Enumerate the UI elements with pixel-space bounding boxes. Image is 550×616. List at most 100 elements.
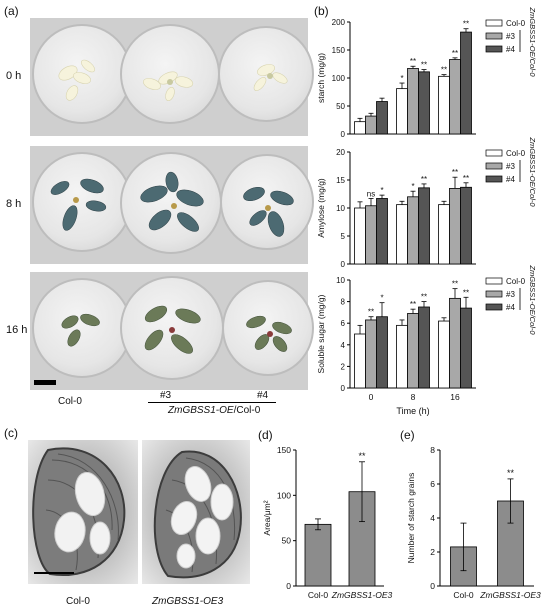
y-tick-label: 200 (332, 18, 346, 27)
photo-row-16h (30, 272, 314, 390)
bar (365, 319, 377, 389)
y-tick-label: 15 (336, 176, 345, 185)
legend-group-label: ZmGBSS1-OE/Col-0 (528, 136, 537, 207)
panel-e-chart: 0 2 4 6 8 Number of starch grains Col-0 ** ZmGBS… (406, 445, 541, 600)
bar (354, 121, 366, 135)
y-tick-label: 6 (341, 319, 346, 328)
y-tick-label: 10 (336, 276, 345, 285)
bar (354, 333, 366, 389)
tem-image-oe3 (142, 440, 250, 584)
photo-row-8h (30, 146, 314, 264)
tem-image-col0 (28, 440, 138, 584)
y-tick-label: 10 (336, 204, 345, 213)
bar (365, 115, 377, 135)
y-tick-label: 0 (430, 581, 435, 591)
row-label-16h: 16 h (6, 324, 28, 336)
gene-name: ZmGBSS1-OE (168, 405, 234, 416)
bar (407, 68, 419, 135)
genotype-group-label: ZmGBSS1-OE/Col-0 (168, 405, 260, 416)
y-tick-label: 100 (277, 490, 291, 500)
bar (449, 59, 461, 135)
genotype-label-col0: Col-0 (58, 396, 82, 407)
y-tick-label: 100 (332, 74, 346, 83)
y-tick-label: 4 (341, 341, 346, 350)
bar (449, 297, 461, 389)
significance-mark: * (411, 182, 414, 191)
significance-mark: ** (452, 168, 458, 177)
significance-mark: ** (463, 174, 469, 183)
significance-mark: ** (421, 61, 427, 70)
panel-label-d: (d) (258, 428, 273, 442)
significance-mark: ** (368, 308, 374, 317)
y-tick-label: 50 (336, 102, 345, 111)
bar (354, 207, 366, 265)
legend-swatch (485, 175, 503, 183)
y-tick-label: 4 (430, 513, 435, 523)
bar (449, 187, 461, 265)
legend-swatch (485, 290, 503, 298)
genotype-label-4: #4 (257, 390, 269, 401)
x-tick-label: 0 (369, 392, 374, 402)
legend-label: #4 (506, 45, 515, 54)
significance-mark: ** (452, 280, 458, 289)
petri-dish (32, 278, 132, 378)
panel-label-e: (e) (400, 428, 415, 442)
x-tick-label: 16 (450, 392, 460, 402)
y-tick-label: 0 (341, 130, 346, 139)
genotype-group-line (148, 402, 276, 403)
panel-d-chart: 0 50 100 150 Area/μm² Col-0 ** ZmGBSS1-OE3 (262, 445, 393, 600)
y-tick-label: 8 (430, 445, 435, 455)
gene-suffix: /Col-0 (233, 405, 261, 416)
petri-dish (222, 280, 314, 376)
y-tick-label: 20 (336, 148, 345, 157)
significance-mark: ** (463, 20, 469, 29)
bar (396, 88, 408, 135)
x-tick-label: ZmGBSS1-OE3 (331, 590, 393, 600)
legend-swatch (485, 303, 503, 311)
significance-mark: ** (410, 300, 416, 309)
x-tick-label: Col-0 (308, 590, 329, 600)
seedling-image (61, 305, 292, 354)
legend-label: #3 (506, 162, 515, 171)
significance-mark: ** (358, 451, 366, 461)
y-axis-label: Amylose (mg/g) (316, 178, 326, 238)
y-axis-label: starch (mg/g) (316, 53, 326, 103)
legend-group-label: ZmGBSS1-OE/Col-0 (528, 6, 537, 77)
legend-label: Col-0 (506, 19, 526, 28)
bar (438, 320, 450, 389)
y-axis-label: Area/μm² (262, 500, 272, 535)
seedling-image (58, 59, 288, 102)
chloroplast-drawing (32, 447, 126, 576)
x-axis-label: Time (h) (396, 406, 429, 416)
significance-mark: * (400, 74, 403, 83)
legend-swatch (485, 149, 503, 157)
bar (418, 306, 430, 389)
legend-label: #4 (506, 303, 515, 312)
y-tick-label: 0 (286, 581, 291, 591)
row-label-0h: 0 h (6, 70, 22, 82)
bar (460, 307, 472, 389)
y-tick-label: 2 (430, 547, 435, 557)
bar (396, 204, 408, 265)
bar (304, 523, 332, 587)
y-tick-label: 0 (341, 384, 346, 393)
legend-group-label: ZmGBSS1-OE/Col-0 (528, 264, 537, 335)
x-tick-label: Col-0 (453, 590, 474, 600)
scale-bar (34, 380, 56, 385)
bar (460, 31, 472, 135)
panel-label-c: (c) (4, 426, 18, 440)
bar (365, 205, 377, 265)
panel-label-a: (a) (4, 4, 19, 18)
genotype-label-3: #3 (160, 390, 172, 401)
y-tick-label: 150 (332, 46, 346, 55)
bar (418, 71, 430, 135)
y-tick-label: 0 (341, 260, 346, 269)
legend-swatch (485, 277, 503, 285)
legend-swatch (485, 19, 503, 27)
legend-label: Col-0 (506, 149, 526, 158)
bar (376, 101, 388, 135)
bar (376, 198, 388, 265)
bar (460, 186, 472, 265)
